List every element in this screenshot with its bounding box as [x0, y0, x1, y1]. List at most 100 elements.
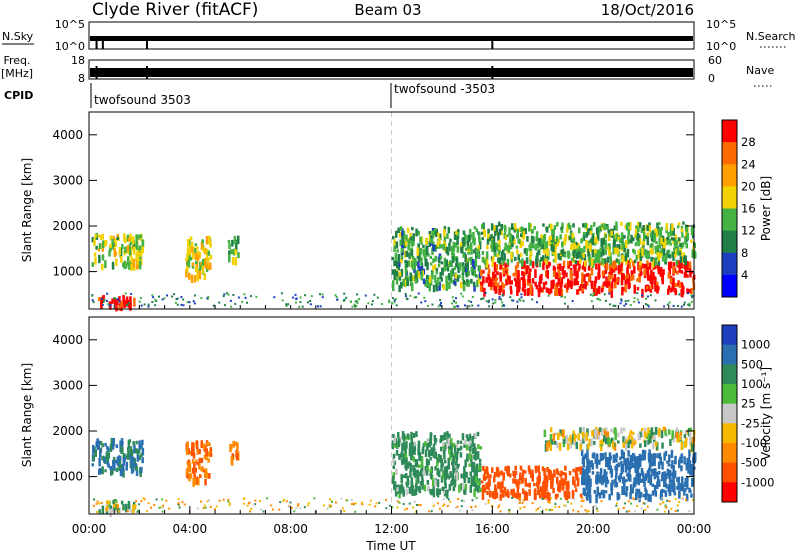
data-cell: [189, 473, 193, 479]
data-cell: [559, 256, 562, 261]
data-cell: [530, 287, 534, 296]
data-cell: [595, 288, 598, 296]
data-cell: [127, 500, 131, 510]
data-cell: [130, 465, 134, 474]
data-cell: [451, 472, 455, 481]
data-cell: [91, 237, 95, 243]
data-cell: [431, 247, 434, 256]
data-cell: [568, 236, 572, 240]
data-cell: [605, 262, 609, 271]
data-cell: [371, 303, 373, 306]
data-cell: [513, 239, 516, 245]
data-cell: [177, 503, 180, 506]
data-cell: [556, 221, 559, 227]
data-cell: [638, 491, 641, 498]
data-cell: [512, 272, 515, 277]
data-cell: [119, 440, 122, 448]
data-cell: [110, 437, 113, 445]
data-cell: [615, 258, 619, 263]
data-cell: [564, 235, 567, 243]
cpid-label: CPID: [4, 89, 33, 102]
data-cell: [602, 493, 606, 499]
data-cell: [152, 296, 155, 299]
data-cell: [601, 489, 605, 495]
data-cell: [550, 223, 553, 231]
data-cell: [197, 251, 200, 255]
data-cell: [523, 248, 527, 254]
data-cell: [460, 292, 463, 295]
data-cell: [661, 236, 665, 244]
data-cell: [688, 304, 691, 307]
data-cell: [620, 263, 623, 268]
data-cell: [120, 255, 123, 263]
data-cell: [624, 284, 627, 293]
data-cell: [397, 440, 400, 448]
data-cell: [633, 265, 636, 274]
data-cell: [663, 452, 666, 461]
data-cell: [527, 288, 530, 296]
data-cell: [443, 445, 447, 450]
data-cell: [135, 440, 138, 445]
data-cell: [546, 271, 549, 279]
data-cell: [129, 241, 133, 245]
data-cell: [98, 457, 101, 467]
data-cell: [139, 255, 142, 260]
data-cell: [637, 456, 640, 462]
data-cell: [391, 302, 394, 305]
data-cell: [588, 276, 591, 282]
data-cell: [285, 303, 288, 306]
data-cell: [624, 224, 627, 229]
data-cell: [614, 304, 617, 307]
data-cell: [438, 488, 441, 495]
data-cell: [512, 299, 515, 302]
data-cell: [436, 467, 440, 475]
data-cell: [194, 467, 197, 473]
data-cell: [402, 433, 406, 442]
data-cell: [583, 477, 587, 484]
data-cell: [472, 447, 475, 454]
data-cell: [136, 452, 140, 462]
data-cell: [511, 223, 514, 230]
data-cell: [296, 504, 299, 507]
data-cell: [477, 480, 480, 486]
data-cell: [556, 442, 559, 449]
data-cell: [188, 272, 191, 280]
data-cell: [666, 460, 669, 464]
data-cell: [426, 274, 429, 282]
data-cell: [632, 260, 635, 267]
data-cell: [434, 451, 437, 459]
data-cell: [426, 465, 429, 472]
data-cell: [432, 486, 435, 496]
data-cell: [422, 244, 425, 248]
data-cell: [206, 451, 210, 457]
data-cell: [492, 236, 496, 244]
data-cell: [206, 297, 209, 300]
data-cell: [630, 270, 634, 279]
data-cell: [632, 453, 636, 459]
data-cell: [459, 440, 463, 444]
data-cell: [668, 471, 671, 478]
data-cell: [497, 506, 500, 509]
data-cell: [591, 249, 595, 258]
data-cell: [462, 238, 465, 247]
data-cell: [684, 441, 687, 448]
data-cell: [449, 500, 452, 503]
data-cell: [544, 254, 548, 262]
data-cell: [654, 490, 658, 497]
data-cell: [177, 498, 180, 501]
data-cell: [554, 505, 557, 508]
nave-label: Nave: [746, 64, 774, 77]
data-cell: [625, 223, 629, 230]
data-cell: [604, 249, 607, 255]
data-cell: [415, 483, 418, 490]
data-cell: [634, 459, 637, 468]
data-cell: [671, 283, 675, 290]
data-cell: [523, 506, 526, 509]
data-cell: [617, 462, 621, 468]
data-cell: [555, 282, 559, 288]
data-cell: [497, 221, 501, 227]
data-cell: [408, 447, 412, 457]
data-cell: [676, 304, 679, 307]
data-cell: [432, 479, 435, 487]
